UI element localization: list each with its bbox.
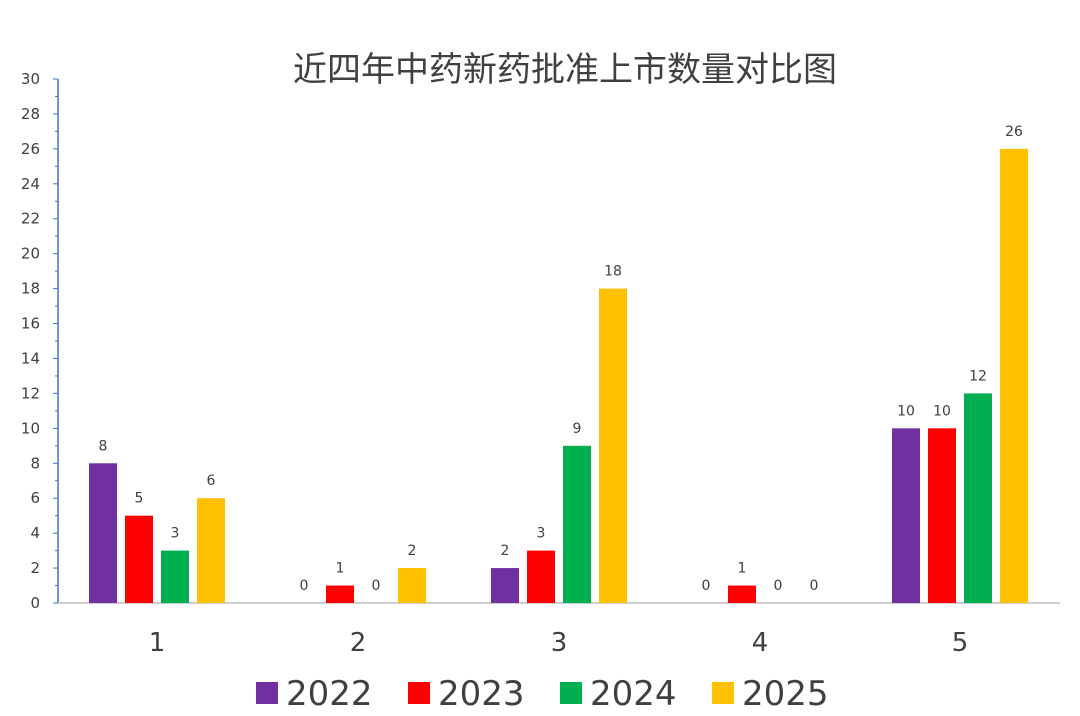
y-tick-label: 30 <box>21 70 40 88</box>
bar-2024-3 <box>563 445 591 603</box>
data-label: 9 <box>573 421 582 437</box>
y-tick-label: 28 <box>21 105 40 123</box>
legend-swatch-2025 <box>712 682 734 704</box>
y-tick-label: 6 <box>30 489 40 507</box>
data-label: 3 <box>171 526 180 542</box>
y-tick-label: 18 <box>21 280 40 298</box>
bar-2023-5 <box>928 428 956 603</box>
bar-2023-3 <box>527 550 555 603</box>
legend-swatch-2024 <box>560 682 582 704</box>
bar-2022-3 <box>491 568 519 603</box>
legend: 2022 2023 2024 2025 <box>256 674 829 714</box>
y-tick-label: 0 <box>30 594 40 612</box>
bar-2022-1 <box>89 463 117 603</box>
data-label: 26 <box>1005 124 1023 140</box>
legend-label-2024: 2024 <box>590 674 677 714</box>
data-labels: 8 0 2 0 10 5 1 3 1 10 3 0 9 0 12 6 2 18 0 26 <box>99 124 1023 594</box>
data-label: 0 <box>702 578 711 594</box>
x-tick-label: 2 <box>350 628 367 658</box>
data-label: 18 <box>604 264 622 280</box>
bars <box>89 148 1028 603</box>
bar-2022-5 <box>892 428 920 603</box>
y-tick-label: 16 <box>21 315 40 333</box>
bar-2025-5 <box>1000 148 1028 603</box>
y-tick-label: 26 <box>21 140 40 158</box>
x-tick-label: 1 <box>149 628 166 658</box>
bar-2024-1 <box>161 550 189 603</box>
y-tick-label: 24 <box>21 175 40 193</box>
y-tick-label: 10 <box>21 419 40 437</box>
bar-2025-1 <box>197 498 225 603</box>
data-label: 12 <box>969 368 987 384</box>
data-label: 2 <box>501 543 510 559</box>
bar-2023-2 <box>326 585 354 603</box>
data-label: 3 <box>537 526 546 542</box>
y-tick-label: 4 <box>30 524 40 542</box>
legend-label-2022: 2022 <box>286 674 373 714</box>
data-label: 10 <box>897 403 915 419</box>
data-label: 1 <box>738 561 747 577</box>
data-label: 5 <box>135 491 144 507</box>
data-label: 0 <box>774 578 783 594</box>
x-tick-label: 4 <box>752 628 769 658</box>
x-axis: 1 2 3 4 5 <box>58 602 1060 658</box>
y-tick-label: 14 <box>21 349 40 367</box>
y-tick-label: 12 <box>21 384 40 402</box>
data-label: 8 <box>99 438 108 454</box>
bar-2023-4 <box>728 585 756 603</box>
legend-label-2025: 2025 <box>742 674 829 714</box>
y-tick-label: 2 <box>30 559 40 577</box>
bar-2025-3 <box>599 288 627 603</box>
data-label: 10 <box>933 403 951 419</box>
data-label: 0 <box>372 578 381 594</box>
legend-label-2023: 2023 <box>438 674 525 714</box>
y-tick-label: 22 <box>21 210 40 228</box>
x-tick-label: 3 <box>551 628 568 658</box>
chart-title: 近四年中药新药批准上市数量对比图 <box>293 50 837 90</box>
legend-swatch-2022 <box>256 682 278 704</box>
data-label: 0 <box>810 578 819 594</box>
legend-swatch-2023 <box>408 682 430 704</box>
x-tick-label: 5 <box>952 628 969 658</box>
bar-2023-1 <box>125 515 153 603</box>
bar-2025-2 <box>398 568 426 603</box>
y-tick-label: 20 <box>21 245 40 263</box>
data-label: 6 <box>207 473 216 489</box>
y-tick-label: 8 <box>30 454 40 472</box>
data-label: 1 <box>336 561 345 577</box>
data-label: 0 <box>300 578 309 594</box>
data-label: 2 <box>408 543 417 559</box>
bar-2024-5 <box>964 393 992 603</box>
